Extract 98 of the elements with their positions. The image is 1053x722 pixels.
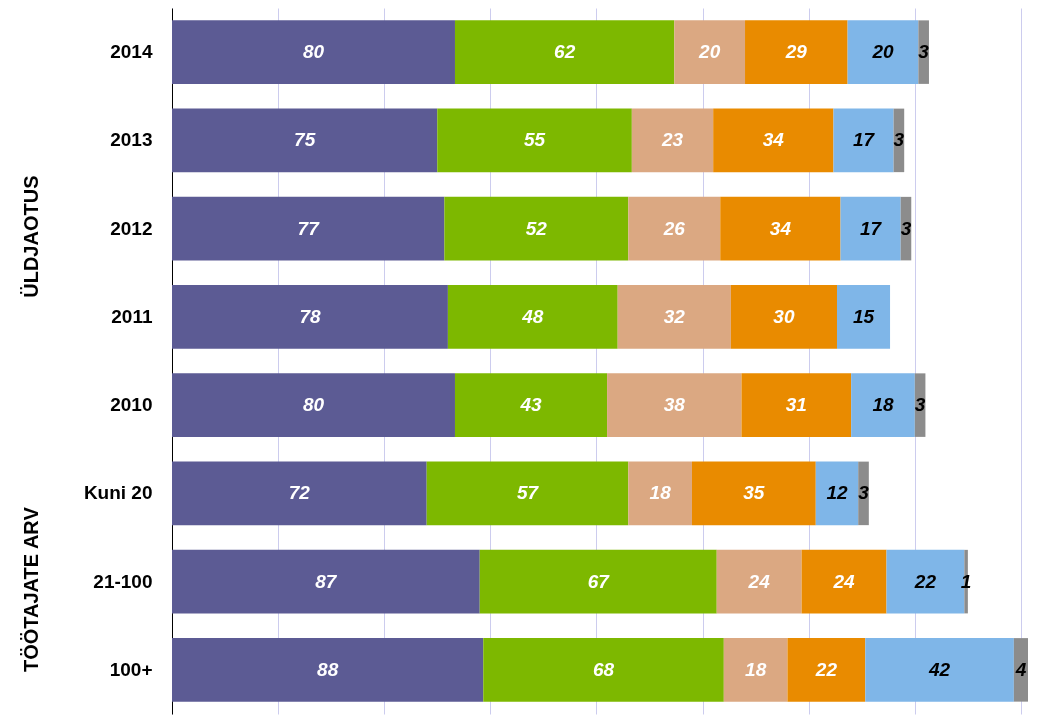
bar — [720, 196, 841, 261]
data-label: 3 — [893, 129, 905, 151]
bar — [172, 461, 427, 526]
data-label: 20 — [698, 41, 721, 63]
bar — [483, 638, 724, 702]
data-label: 12 — [826, 482, 848, 504]
data-label: 17 — [860, 217, 883, 239]
bar — [628, 461, 692, 526]
data-label: 17 — [852, 129, 876, 151]
data-label: 30 — [773, 305, 795, 327]
data-label: 35 — [743, 482, 765, 504]
data-label: 80 — [302, 394, 325, 416]
data-label: 18 — [649, 482, 672, 504]
bar — [787, 638, 866, 702]
data-label: 42 — [928, 658, 951, 680]
data-label: 77 — [297, 217, 321, 239]
bar — [730, 285, 837, 349]
data-label: 78 — [299, 305, 321, 327]
data-label: 1 — [960, 570, 972, 592]
data-label: 68 — [592, 658, 615, 680]
data-label: 18 — [745, 658, 767, 680]
bar — [617, 285, 731, 349]
data-label: 80 — [302, 41, 325, 63]
data-label: 23 — [660, 129, 684, 151]
data-label: 15 — [852, 305, 875, 327]
data-label: 29 — [784, 41, 808, 63]
data-label: 55 — [523, 129, 546, 151]
data-label: 57 — [516, 482, 540, 504]
data-label: 26 — [662, 217, 686, 239]
data-label: 72 — [288, 482, 311, 504]
data-label: 32 — [663, 305, 686, 327]
y-tick-label: Kuni 20 — [83, 482, 153, 504]
data-label: 3 — [900, 217, 912, 239]
data-label: 3 — [914, 394, 926, 416]
y-tick-label: 2013 — [110, 129, 153, 151]
y-tick-label: 21-100 — [93, 570, 153, 592]
bar — [628, 196, 721, 261]
bar — [847, 20, 919, 84]
y-tick-label: 2012 — [110, 217, 153, 239]
bar — [454, 373, 608, 437]
bar — [691, 461, 816, 526]
y-tick-label: 2010 — [110, 394, 153, 416]
bar — [172, 373, 455, 437]
bar — [745, 20, 848, 84]
bar — [851, 373, 915, 437]
data-label: 75 — [294, 129, 316, 151]
bar — [172, 20, 455, 84]
bar — [479, 549, 717, 614]
bar — [865, 638, 1014, 702]
y-tick-label: 2011 — [111, 305, 153, 327]
bar — [454, 20, 675, 84]
data-label: 87 — [315, 570, 338, 592]
data-label: 38 — [663, 394, 686, 416]
bar — [713, 108, 834, 173]
text: TÖÖTAJATE ARV — [20, 506, 42, 673]
data-label: 3 — [918, 41, 930, 63]
bar — [172, 285, 448, 349]
data-label: 34 — [762, 129, 785, 151]
data-label: 22 — [913, 570, 937, 592]
bar — [716, 549, 802, 614]
bar — [674, 20, 746, 84]
data-label: 22 — [814, 658, 838, 680]
data-label: 3 — [858, 482, 870, 504]
bar — [172, 196, 445, 261]
bar — [815, 461, 859, 526]
bar — [833, 108, 894, 173]
data-label: 18 — [872, 394, 894, 416]
bar — [607, 373, 742, 437]
bar — [172, 638, 484, 702]
bar — [836, 285, 891, 349]
y-tick-label: 100+ — [109, 658, 153, 680]
data-label: 20 — [871, 41, 894, 63]
data-label: 31 — [785, 394, 807, 416]
bar — [840, 196, 901, 261]
bar — [918, 20, 929, 84]
text: ÜLDJAOTUS — [20, 175, 42, 298]
bar — [741, 373, 852, 437]
data-label: 24 — [747, 570, 771, 592]
data-label: 4 — [1014, 658, 1027, 680]
bar — [1013, 638, 1028, 702]
data-label: 34 — [769, 217, 792, 239]
bar — [426, 461, 629, 526]
bar — [631, 108, 714, 173]
bar — [801, 549, 887, 614]
bar — [723, 638, 788, 702]
bar — [447, 285, 618, 349]
data-label: 43 — [519, 394, 543, 416]
data-label: 62 — [554, 41, 576, 63]
data-label: 52 — [525, 217, 548, 239]
y-tick-label: 2014 — [110, 41, 153, 63]
data-label: 24 — [832, 570, 856, 592]
bar — [172, 108, 438, 173]
bar — [437, 108, 632, 173]
data-label: 48 — [521, 305, 544, 327]
bar — [444, 196, 629, 261]
data-label: 67 — [587, 570, 611, 592]
bar — [172, 549, 480, 614]
data-label: 88 — [317, 658, 339, 680]
